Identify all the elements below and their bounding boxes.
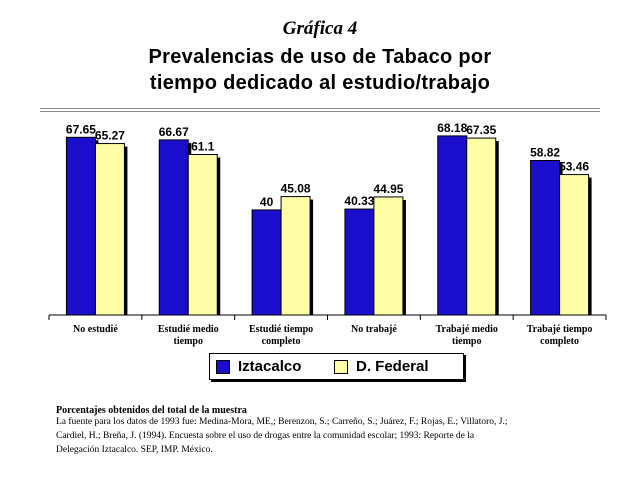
bar-series-1	[437, 135, 468, 316]
title-rule-top	[40, 108, 600, 109]
category-label: completo	[262, 336, 301, 347]
category-label: Estudié medio	[158, 324, 219, 335]
data-label-series-1: 40.33	[344, 194, 374, 208]
data-label-series-2: 65.27	[95, 129, 125, 143]
source-note-line-1: La fuente para los datos de 1993 fue: Me…	[56, 417, 508, 427]
data-label-series-2: 45.08	[281, 182, 311, 196]
data-label-series-1: 66.67	[159, 125, 189, 139]
legend-label-series-2: D. Federal	[356, 358, 429, 375]
bar-series-1	[65, 136, 96, 316]
data-label-series-2: 44.95	[373, 182, 403, 196]
bar-series-1	[344, 208, 375, 316]
bar-series-2	[280, 196, 311, 316]
title-rule-bottom	[40, 111, 600, 112]
bar-series-1	[158, 139, 189, 316]
source-note-line-3: Delegación Iztacalco. SEP, IMP. México.	[56, 445, 213, 455]
bar-series-1	[251, 209, 282, 316]
source-note-line-2: Cardiel, H.; Breña, J. (1994). Encuesta …	[56, 431, 475, 441]
category-label: No trabajé	[351, 324, 397, 335]
data-label-series-2: 61.1	[191, 140, 215, 154]
bar-series-2	[187, 154, 218, 316]
chart-kicker: Gráfica 4	[282, 18, 358, 39]
category-label: tiempo	[174, 336, 203, 347]
bar-series-2	[373, 196, 404, 316]
legend-swatch-series-1	[216, 359, 230, 374]
legend: Iztacalco D. Federal	[209, 353, 464, 380]
category-label: Trabajé tiempo	[527, 324, 593, 335]
legend-label-series-1: Iztacalco	[238, 358, 302, 375]
legend-swatch-series-2	[334, 359, 348, 374]
data-label-series-1: 68.18	[437, 121, 467, 135]
chart-title-line-1: Prevalencias de uso de Tabaco por	[148, 46, 492, 68]
data-label-series-2: 53.46	[559, 160, 589, 174]
legend-item-series-1: Iztacalco	[216, 358, 301, 375]
bar-series-2	[94, 143, 125, 316]
category-label: completo	[540, 336, 579, 347]
data-label-series-2: 67.35	[466, 123, 496, 137]
category-label: Estudié tiempo	[249, 324, 313, 335]
category-label: No estudié	[73, 324, 118, 335]
notes-heading: Porcentajes obtenidos del total de la mu…	[56, 405, 247, 416]
bar-series-1	[530, 159, 561, 316]
data-label-series-1: 67.65	[66, 122, 96, 136]
chart-title-line-2: tiempo dedicado al estudio/trabajo	[149, 72, 491, 94]
data-label-series-1: 58.82	[530, 145, 560, 159]
category-label: Trabajé medio	[436, 324, 498, 335]
bar-series-2	[559, 174, 590, 316]
legend-item-series-2: D. Federal	[334, 358, 429, 375]
category-label: tiempo	[452, 336, 481, 347]
bar-series-2	[466, 137, 497, 316]
data-label-series-1: 40	[260, 195, 274, 209]
